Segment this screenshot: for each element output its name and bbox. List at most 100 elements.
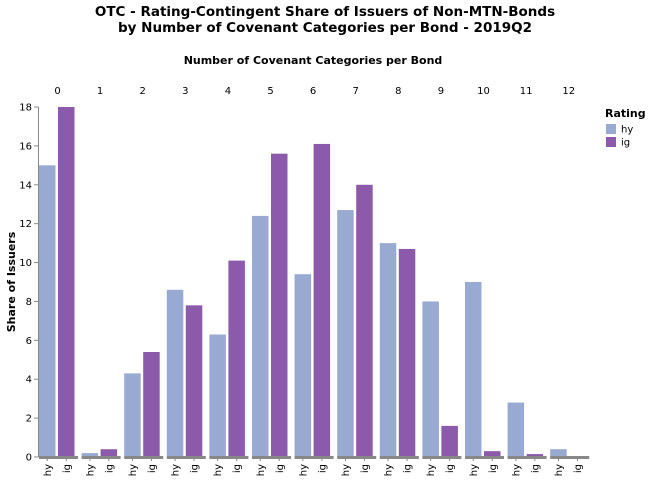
bar-ig-6 [313,143,331,457]
bar-hy-4 [209,334,226,457]
x-tick-label: hy [511,464,522,476]
facet-label: 9 [438,86,444,97]
facet-1: 1 hy ig [81,86,121,476]
bar-hy-8 [379,243,397,457]
column-axis-title: Number of Covenant Categories per Bond [184,54,443,67]
facet-label: 4 [225,86,231,97]
legend-swatch-ig [606,137,616,147]
bar-hy-2 [124,373,141,457]
y-tick-label: 16 [19,141,32,152]
facet-4: 4 hy ig [209,86,249,476]
bar-ig-7 [356,184,373,457]
x-tick-label: hy [213,464,224,476]
x-tick-label: ig [445,464,456,473]
facet-label: 3 [182,86,188,97]
bar-hy-9 [422,301,439,457]
x-tick-label: hy [341,464,352,476]
y-tick-label: 0 [26,453,32,464]
x-tick-label: ig [530,464,541,473]
bar-hy-7 [337,210,354,457]
x-tick-label: hy [256,464,267,476]
facet-label: 12 [562,86,575,97]
facet-9: 9 hy ig [422,86,462,476]
x-tick-label: ig [147,464,158,473]
bar-hy-1 [81,453,99,457]
y-tick-label: 6 [26,336,32,347]
facet-label: 5 [267,86,273,97]
facet-7: 7 hy ig [337,86,377,476]
x-tick-label: ig [360,464,371,473]
x-tick-label: ig [573,464,584,473]
chart-title-line2: by Number of Covenant Categories per Bon… [118,20,532,36]
x-tick-label: ig [275,464,286,473]
x-tick-label: hy [554,464,565,476]
y-tick-label: 2 [26,414,32,425]
y-tick-label: 4 [26,375,32,386]
bar-ig-10 [484,451,501,457]
legend-swatch-hy [606,124,616,134]
bar-ig-0 [58,107,75,457]
bar-ig-2 [143,352,160,457]
x-tick-label: ig [403,464,414,473]
legend-title: Rating [605,107,646,120]
facet-5: 5 hy ig [252,86,291,476]
x-tick-label: ig [232,464,243,473]
facet-0: 0 hy ig [39,86,78,476]
legend-label-hy: hy [621,125,633,136]
bar-hy-11 [507,402,525,457]
facet-label: 1 [97,86,103,97]
facet-label: 0 [54,86,60,97]
bar-hy-0 [39,165,56,458]
facet-11: 11 hy ig [507,86,547,476]
y-axis: 0 2 4 6 8 10 12 14 16 18 [19,103,39,464]
bar-ig-8 [398,248,416,457]
x-tick-label: hy [298,464,309,476]
bar-ig-3 [185,305,203,457]
facet-label: 7 [353,86,359,97]
x-tick-label: hy [426,464,437,476]
y-axis-title: Share of Issuers [5,231,18,332]
bar-ig-9 [441,425,458,457]
y-tick-label: 14 [19,180,32,191]
chart-title-line1: OTC - Rating-Contingent Share of Issuers… [95,4,555,20]
y-tick-label: 12 [19,219,32,230]
facet-10: 10 hy ig [465,86,504,476]
x-tick-label: hy [128,464,139,476]
bar-ig-5 [271,153,288,457]
facet-label: 2 [140,86,146,97]
legend: Rating hy ig [605,107,646,149]
bar-ig-1 [100,449,118,457]
bar-hy-12 [550,449,567,457]
x-tick-label: hy [171,464,182,476]
bar-ig-11 [526,454,544,457]
bar-hy-3 [166,289,184,457]
facet-label: 6 [310,86,316,97]
legend-label-ig: ig [621,138,630,149]
x-tick-label: hy [469,464,480,476]
facet-12: 12 hy ig [550,86,590,476]
y-tick-label: 8 [26,297,32,308]
bar-hy-10 [465,282,482,457]
facet-6: 6 hy ig [294,86,334,476]
x-tick-label: ig [104,464,115,473]
x-tick-label: hy [85,464,96,476]
facet-3: 3 hy ig [166,86,206,476]
x-tick-label: ig [62,464,73,473]
y-tick-label: 18 [19,103,32,114]
facet-label: 10 [477,86,490,97]
bar-hy-6 [294,274,312,457]
x-tick-label: ig [317,464,328,473]
x-tick-label: ig [190,464,201,473]
facet-label: 8 [395,86,401,97]
x-tick-label: ig [488,464,499,473]
x-tick-label: hy [384,464,395,476]
y-tick-label: 10 [19,258,32,269]
x-tick-label: hy [43,464,54,476]
bar-ig-4 [228,260,245,457]
facet-8: 8 hy ig [379,86,419,476]
bar-hy-5 [252,215,269,457]
facet-2: 2 hy ig [124,86,164,476]
facet-label: 11 [520,86,533,97]
